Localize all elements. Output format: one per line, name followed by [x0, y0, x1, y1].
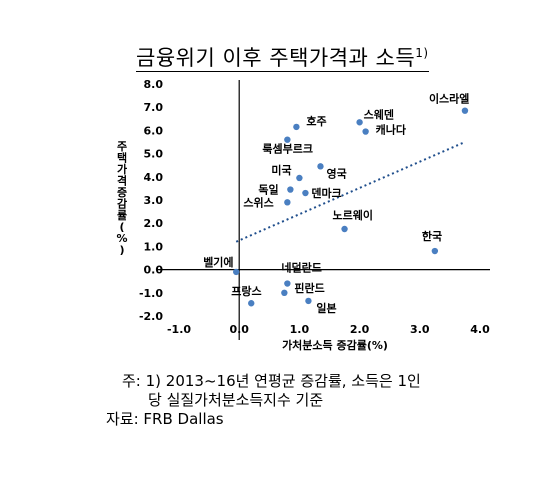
x-tick-label: 2.0 [350, 323, 370, 336]
point-label: 독일 [258, 183, 278, 197]
x-axis-label: 가처분소득 증감률(%) [282, 338, 388, 352]
y-axis-label-char: ) [119, 244, 124, 257]
data-points [232, 107, 469, 307]
x-tick-labels: -1.0 0.0 1.0 2.0 3.0 4.0 [167, 323, 490, 336]
point-label: 스웨덴 [364, 107, 394, 121]
data-point [248, 300, 255, 307]
point-label: 덴마크 [311, 186, 341, 200]
data-point [296, 174, 303, 182]
x-tick-label: 4.0 [470, 323, 490, 336]
data-point [461, 107, 469, 114]
data-point [284, 199, 291, 206]
y-tick-label: -1.0 [139, 287, 163, 300]
y-tick-label: 5.0 [144, 148, 164, 161]
y-tick-label: 2.0 [144, 217, 164, 230]
y-axis-label-char: 격 [117, 174, 127, 188]
y-axis-label-char: % [116, 232, 127, 245]
y-tick-label: 7.0 [144, 101, 164, 114]
data-point [362, 128, 369, 135]
y-axis-label-char: 가 [117, 162, 127, 176]
point-label: 영국 [326, 167, 346, 180]
data-point [341, 225, 348, 233]
y-axis-label: 주 택 가 격 증 감 률(%) [116, 140, 127, 257]
data-point [287, 186, 294, 193]
y-tick-label: 4.0 [144, 171, 164, 184]
data-point [293, 123, 300, 131]
point-label: 일본 [316, 301, 336, 315]
point-label: 룩셈부르크 [262, 142, 313, 156]
chart-title-text: 금융위기 이후 주택가격과 소득1) [136, 40, 429, 72]
source-note: 자료: FRB Dallas [106, 410, 224, 428]
data-point [281, 289, 288, 296]
point-label: 스위스 [243, 196, 273, 209]
point-label: 한국 [422, 229, 442, 243]
y-axis-label-char: 증 [117, 186, 127, 199]
point-label: 캐나다 [376, 123, 407, 137]
point-label: 프랑스 [231, 285, 261, 298]
x-tick-label: 0.0 [229, 323, 249, 336]
data-point [317, 163, 324, 170]
point-label: 호주 [306, 114, 326, 128]
y-axis-label-char: 률 [117, 209, 127, 222]
y-axis-label-char: ( [119, 221, 124, 234]
point-label: 벨기에 [203, 255, 233, 269]
data-point [232, 268, 240, 276]
trend-line [235, 141, 466, 243]
data-point [356, 119, 363, 126]
data-point [305, 297, 312, 305]
y-tick-label: 3.0 [144, 194, 164, 207]
x-tick-label: -1.0 [167, 323, 191, 336]
y-axis-label-char: 감 [117, 197, 127, 211]
point-label: 이스라엘 [429, 92, 469, 106]
point-label: 노르웨이 [333, 208, 373, 222]
x-tick-label: 1.0 [290, 323, 310, 336]
footnote-line-1: 주: 1) 2013~16년 연평균 증감률, 소득은 1인 [122, 372, 421, 390]
data-point [431, 247, 439, 255]
data-point [284, 136, 291, 143]
title-footnote-mark: 1) [415, 46, 429, 60]
y-tick-label: 6.0 [144, 124, 164, 137]
point-label: 미국 [271, 163, 291, 177]
y-tick-label: 0.0 [144, 264, 164, 277]
y-tick-label: 8.0 [144, 78, 164, 91]
y-tick-labels: 8.0 7.0 6.0 5.0 4.0 3.0 2.0 1.0 0.0 -1.0 -2.0 [139, 78, 163, 323]
title-main: 금융위기 이후 주택가격과 소득 [136, 46, 416, 70]
y-axis-label-char: 택 [117, 151, 127, 165]
point-label: 핀란드 [294, 281, 324, 295]
y-tick-label: 1.0 [144, 240, 164, 253]
point-label: 네덜란드 [281, 261, 321, 275]
footnote-line-2: 당 실질가처분소득지수 기준 [148, 391, 324, 409]
data-point [284, 280, 291, 287]
x-tick-label: 3.0 [410, 323, 430, 336]
y-tick-label: -2.0 [139, 310, 163, 323]
y-axis-label-char: 주 [117, 140, 127, 153]
data-point [302, 189, 309, 197]
axes [157, 80, 490, 340]
